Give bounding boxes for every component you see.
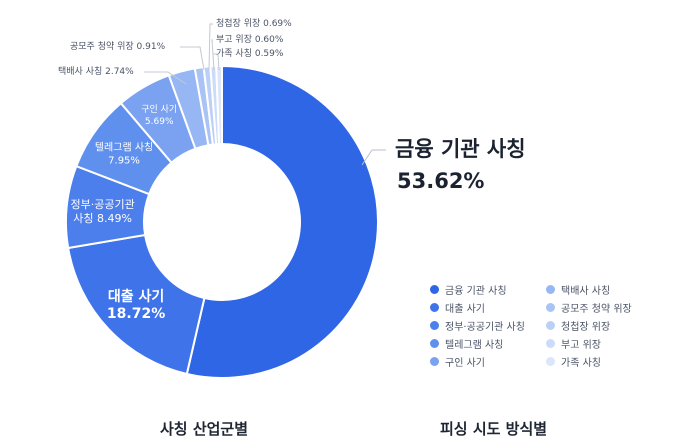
data-label-slice-5-name: 구인 사기: [141, 104, 177, 115]
data-label-slice-2-name: 대출 사기: [108, 288, 164, 305]
data-label-slice-2-value: 18.72%: [107, 306, 165, 322]
legend-label: 공모주 청약 위장: [561, 303, 632, 315]
data-label-slice-9: 부고 위장 0.60%: [216, 34, 284, 45]
legend-item-4: 텔레그램 사칭: [430, 334, 540, 352]
legend-item-7: 공모주 청약 위장: [546, 298, 656, 316]
legend-label: 대출 사기: [445, 303, 485, 315]
legend-swatch: [430, 356, 439, 366]
caption-method: 피싱 시도 방식별: [440, 420, 548, 438]
legend-label: 택배사 사칭: [561, 285, 611, 297]
legend-item-9: 부고 위장: [546, 334, 656, 352]
legend-item-2: 대출 사기: [430, 298, 540, 316]
data-label-slice-3-name: 정부·공공기관: [70, 198, 134, 211]
slice-10: [215, 64, 223, 146]
data-label-slice-5-value: 5.69%: [145, 117, 174, 127]
data-label-slice-4-value: 7.95%: [108, 156, 140, 167]
legend-item-8: 청첩장 위장: [546, 316, 656, 334]
legend-label: 부고 위장: [561, 339, 601, 351]
data-label-slice-3-value: 사칭 8.49%: [73, 212, 132, 225]
legend-label: 금융 기관 사칭: [445, 285, 507, 297]
leader-line-slice-7: [180, 46, 205, 71]
legend-swatch: [430, 284, 439, 294]
data-label-finance-value: 53.62%: [397, 169, 484, 193]
legend-label: 청첩장 위장: [561, 321, 611, 333]
legend-item-5: 구인 사기: [430, 352, 540, 370]
legend-label: 텔레그램 사칭: [445, 339, 504, 351]
legend-swatch: [546, 356, 555, 366]
legend-swatch: [546, 302, 555, 312]
leader-line-finance: [361, 149, 386, 166]
legend-label: 가족 사칭: [561, 357, 601, 369]
slice-1: [185, 64, 379, 379]
leader-line-slice-9: [211, 39, 215, 71]
slice-2: [67, 233, 206, 376]
data-label-finance-name: 금융 기관 사칭: [395, 137, 526, 161]
legend-item-6: 택배사 사칭: [546, 280, 656, 298]
leader-line-slice-6: [144, 71, 187, 85]
leader-line-slice-8: [208, 23, 213, 71]
data-label-slice-4-name: 텔레그램 사칭: [95, 142, 153, 154]
legend-label: 정부·공공기관 사칭: [445, 321, 525, 333]
data-label-slice-7: 공모주 청약 위장 0.91%: [70, 40, 166, 52]
legend-label: 구인 사기: [445, 357, 485, 369]
legend-item-3: 정부·공공기관 사칭: [430, 316, 540, 334]
legend-swatch: [546, 338, 555, 348]
legend-swatch: [546, 320, 555, 330]
data-label-slice-8: 청첩장 위장 0.69%: [216, 18, 292, 29]
caption-industry: 사칭 산업군별: [160, 420, 249, 438]
legend-swatch: [430, 338, 439, 348]
data-label-slice-6: 택배사 사칭 2.74%: [58, 66, 134, 77]
legend-item-10: 가족 사칭: [546, 352, 656, 370]
leader-line-slice-10: [213, 53, 220, 71]
legend-swatch: [430, 320, 439, 330]
data-label-slice-10: 가족 사칭 0.59%: [216, 48, 284, 59]
legend-swatch: [546, 284, 555, 294]
legend-swatch: [430, 302, 439, 312]
legend-item-1: 금융 기관 사칭: [430, 280, 540, 298]
